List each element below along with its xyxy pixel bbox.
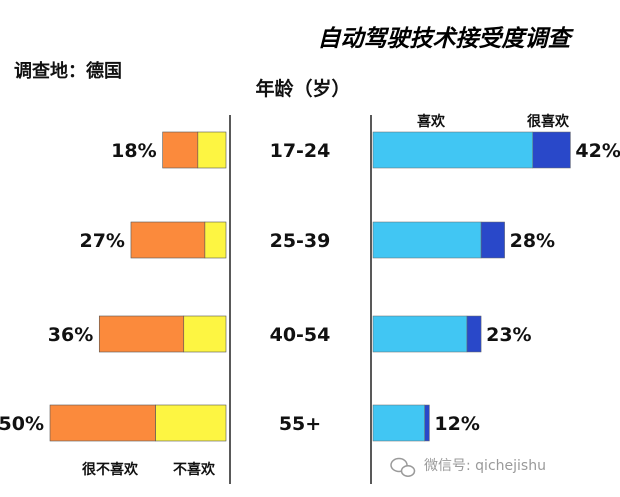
left-bar-segment <box>204 221 227 259</box>
left-bar-segment <box>130 221 206 259</box>
legends: 很不喜欢 不喜欢 喜欢 很喜欢 <box>82 113 570 478</box>
left-total-label: 36% <box>48 324 93 346</box>
category-labels: 17-24 25-39 40-54 55+ <box>270 140 331 435</box>
right-bar-segment <box>372 131 534 169</box>
left-bar-segment <box>197 131 227 169</box>
legend-label: 喜欢 <box>417 113 446 130</box>
left-bar-segment <box>155 404 227 442</box>
left-bars: 18% 27% 36% 50% <box>0 131 227 442</box>
chart-subtitle: 调查地：德国 <box>14 60 122 82</box>
left-bar-segment <box>162 131 199 169</box>
wechat-icon <box>390 457 416 477</box>
left-total-label: 18% <box>111 140 156 162</box>
category-label: 40-54 <box>270 324 331 346</box>
category-label: 17-24 <box>270 140 331 162</box>
legend-label: 很喜欢 <box>527 113 570 130</box>
right-total-label: 12% <box>434 413 479 435</box>
watermark-text: 微信号: qichejishu <box>424 458 546 474</box>
right-total-label: 23% <box>486 324 531 346</box>
right-total-label: 42% <box>575 140 620 162</box>
right-bar-segment <box>372 404 425 442</box>
right-bars: 42% 28% 23% 12% <box>372 131 620 442</box>
right-bar-segment <box>532 131 571 169</box>
left-bar-segment <box>183 315 227 353</box>
category-header: 年龄（岁） <box>255 77 350 100</box>
legend-label: 不喜欢 <box>173 461 216 478</box>
right-bar-segment <box>466 315 482 353</box>
chart-title: 自动驾驶技术接受度调查 <box>318 26 575 52</box>
left-total-label: 27% <box>79 230 124 252</box>
right-total-label: 28% <box>510 230 555 252</box>
left-bar-segment <box>98 315 185 353</box>
left-total-label: 50% <box>0 413 44 435</box>
right-bar-segment <box>372 315 468 353</box>
right-bar-segment <box>424 404 430 442</box>
left-bar-segment <box>49 404 156 442</box>
right-bar-segment <box>480 221 505 259</box>
right-bar-segment <box>372 221 482 259</box>
category-label: 55+ <box>279 413 321 435</box>
watermark: 微信号: qichejishu <box>390 457 546 477</box>
legend-label: 很不喜欢 <box>82 461 139 478</box>
category-label: 25-39 <box>270 230 331 252</box>
